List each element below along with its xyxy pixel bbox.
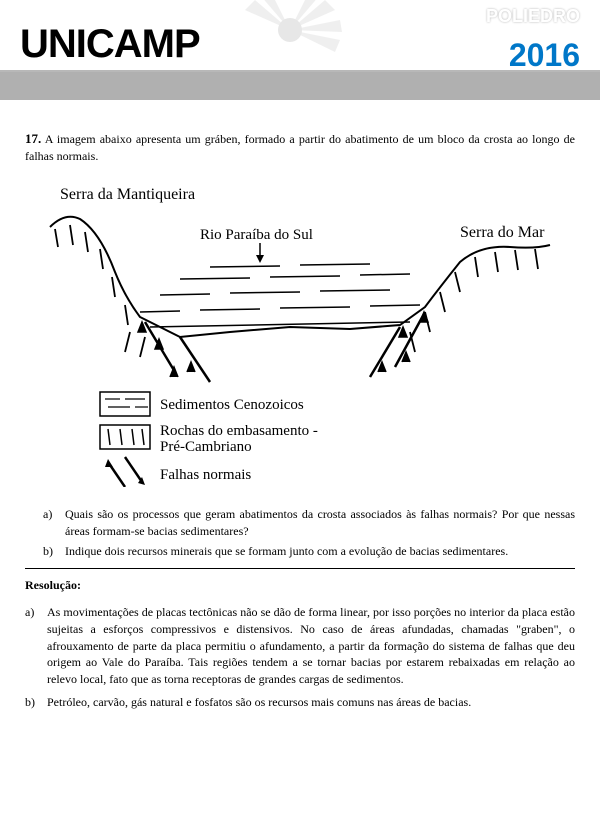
- question-block: 17. A imagem abaixo apresenta um gráben,…: [25, 130, 575, 165]
- divider: [25, 568, 575, 569]
- content-area: 17. A imagem abaixo apresenta um gráben,…: [0, 100, 600, 727]
- sub-label: a): [43, 506, 65, 540]
- answer-label: a): [25, 604, 47, 688]
- brand-block: POLIEDRO RESOLVE 2016: [486, 8, 580, 74]
- page-header: UNICAMP POLIEDRO RESOLVE 2016: [0, 0, 600, 100]
- sub-text: Indique dois recursos minerais que se fo…: [65, 543, 508, 560]
- svg-text:Rochas do embasamento -: Rochas do embasamento -: [160, 423, 318, 439]
- legend: Sedimentos Cenozoicos Rochas do embasame…: [100, 392, 318, 487]
- answer-label: b): [25, 694, 47, 711]
- answer-text: Petróleo, carvão, gás natural e fosfatos…: [47, 694, 471, 711]
- subquestions: a) Quais são os processos que geram abat…: [43, 506, 575, 560]
- exam-title: UNICAMP: [20, 22, 200, 67]
- svg-text:Pré-Cambriano: Pré-Cambriano: [160, 439, 252, 455]
- label-rio: Rio Paraíba do Sul: [200, 227, 313, 243]
- svg-text:Sedimentos Cenozoicos: Sedimentos Cenozoicos: [160, 397, 304, 413]
- answer-b: b) Petróleo, carvão, gás natural e fosfa…: [25, 694, 575, 711]
- brand-name: POLIEDRO: [486, 8, 580, 24]
- label-mantiqueira: Serra da Mantiqueira: [60, 186, 195, 203]
- answer-a: a) As movimentações de placas tectônicas…: [25, 604, 575, 688]
- question-number: 17.: [25, 131, 41, 146]
- resolution-title: Resolução:: [25, 577, 575, 594]
- svg-text:Falhas normais: Falhas normais: [160, 467, 251, 483]
- sub-text: Quais são os processos que geram abatime…: [65, 506, 575, 540]
- year: 2016: [486, 37, 580, 74]
- subquestion-b: b) Indique dois recursos minerais que se…: [43, 543, 575, 560]
- answer-text: As movimentações de placas tectônicas nã…: [47, 604, 575, 688]
- subquestion-a: a) Quais são os processos que geram abat…: [43, 506, 575, 540]
- question-text: A imagem abaixo apresenta um gráben, for…: [25, 132, 575, 163]
- sub-label: b): [43, 543, 65, 560]
- header-bar: [0, 72, 600, 100]
- label-serra-mar: Serra do Mar: [460, 224, 545, 241]
- header-decoration: [200, 0, 380, 80]
- graben-diagram: Serra da Mantiqueira Serra do Mar Rio Pa…: [30, 177, 570, 492]
